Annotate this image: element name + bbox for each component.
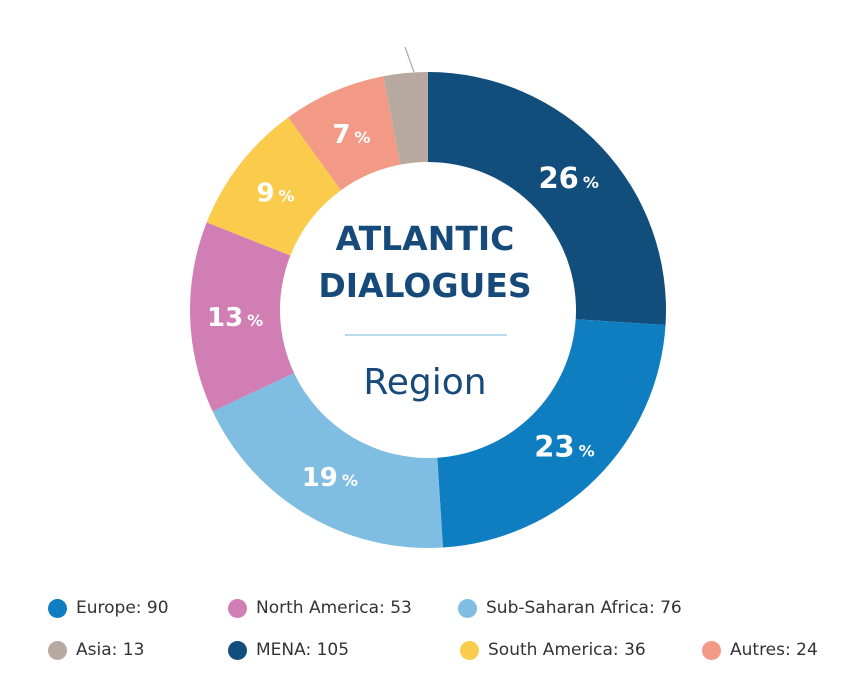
- donut-slices: [189, 72, 666, 548]
- slice-unit-asia: %: [400, 29, 416, 48]
- slice-label-asia: 3%: [378, 21, 416, 51]
- legend-label-mena: MENA: 105: [256, 640, 350, 660]
- legend-item-autres: Autres: 24: [702, 640, 818, 660]
- legend-swatch-subsaharan: [458, 598, 477, 618]
- slice-unit-mena: %: [583, 173, 599, 192]
- slice-value-europe: 23: [534, 430, 574, 464]
- legend-label-subsaharan: Sub-Saharan Africa: 76: [486, 598, 682, 618]
- slice-subsaharan: [212, 373, 443, 548]
- slice-southamerica: [206, 117, 342, 256]
- slice-unit-autres: %: [354, 128, 370, 147]
- slice-label-southamerica: 9%: [256, 179, 294, 209]
- slice-label-northamerica: 13%: [207, 303, 263, 333]
- slice-label-mena: 26%: [539, 161, 599, 195]
- slice-autres: [288, 76, 401, 191]
- slice-asia: [383, 72, 428, 165]
- legend-item-northamerica: North America: 53: [228, 598, 412, 618]
- slice-value-asia: 3: [378, 21, 396, 51]
- center-title-line-2: DIALOGUES: [318, 266, 531, 305]
- center-title: ATLANTIC DIALOGUES: [318, 219, 531, 305]
- legend-swatch-europe: [48, 598, 67, 618]
- legend-item-subsaharan: Sub-Saharan Africa: 76: [458, 598, 682, 618]
- legend-label-autres: Autres: 24: [730, 640, 818, 660]
- center-subtitle: Region: [363, 362, 486, 403]
- slice-northamerica: [189, 222, 295, 412]
- slice-unit-southamerica: %: [279, 187, 295, 206]
- legend-label-northamerica: North America: 53: [256, 598, 412, 618]
- legend-swatch-southamerica: [460, 640, 479, 660]
- slice-value-northamerica: 13: [207, 303, 243, 333]
- legend-label-europe: Europe: 90: [76, 598, 169, 618]
- slice-label-autres: 7%: [332, 120, 370, 150]
- legend-label-asia: Asia: 13: [76, 640, 145, 660]
- legend-swatch-asia: [48, 640, 67, 660]
- legend-item-southamerica: South America: 36: [460, 640, 646, 660]
- slice-value-mena: 26: [539, 161, 579, 195]
- slice-value-southamerica: 9: [256, 179, 274, 209]
- slice-value-autres: 7: [332, 120, 350, 150]
- slice-value-subsaharan: 19: [302, 463, 338, 493]
- asia-label-leader: [404, 46, 415, 73]
- legend-swatch-mena: [228, 640, 247, 660]
- legend-item-asia: Asia: 13: [48, 640, 144, 660]
- legend-item-mena: MENA: 105: [228, 640, 349, 660]
- slice-unit-europe: %: [579, 442, 595, 461]
- slice-label-europe: 23%: [534, 430, 594, 464]
- slice-unit-subsaharan: %: [342, 471, 358, 490]
- legend-swatch-autres: [702, 640, 721, 660]
- slice-labels: 26 %23 %19 %13 %9 %7 %3%: [207, 21, 599, 493]
- legend-swatch-northamerica: [228, 598, 247, 618]
- legend-label-southamerica: South America: 36: [488, 640, 646, 660]
- legend-item-europe: Europe: 90: [48, 598, 169, 618]
- center-title-line-1: ATLANTIC: [336, 219, 515, 258]
- slice-label-subsaharan: 19%: [302, 463, 358, 493]
- slice-europe: [437, 319, 666, 548]
- slice-unit-northamerica: %: [247, 311, 263, 330]
- slice-mena: [428, 72, 666, 325]
